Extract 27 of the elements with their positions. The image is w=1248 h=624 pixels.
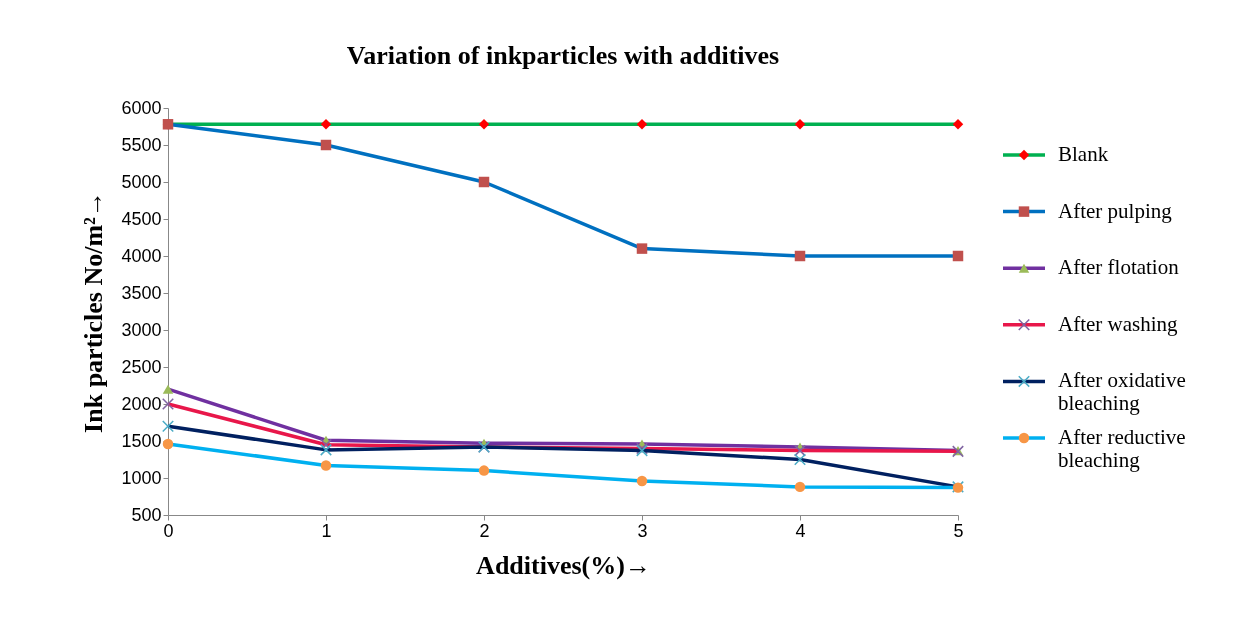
y-tick-label: 3500 (121, 282, 162, 303)
chart-title: Variation of inkparticles with additives (346, 41, 780, 70)
x-axis-title: Additives(%)→ (476, 550, 651, 580)
y-tick-label: 500 (131, 504, 162, 525)
y-tick-label: 1500 (121, 430, 162, 451)
x-tick-label: 0 (163, 520, 174, 541)
y-tick-label: 4500 (121, 208, 162, 229)
y-tick-label: 5000 (121, 171, 162, 192)
legend-label: After oxidative bleaching (1058, 368, 1186, 416)
y-tick-label: 6000 (121, 97, 162, 118)
x-tick-label: 2 (479, 520, 490, 541)
y-tick-label: 3000 (121, 319, 162, 340)
y-tick-label: 1000 (121, 467, 162, 488)
y-tick-label: 2500 (121, 356, 162, 377)
y-tick-label: 5500 (121, 134, 162, 155)
legend-label: After washing (1058, 311, 1179, 336)
x-tick-label: 4 (795, 520, 806, 541)
legend-label: After reductive bleaching (1058, 425, 1186, 472)
y-tick-label: 2000 (121, 393, 162, 414)
legend-label: After flotation (1058, 255, 1180, 280)
y-tick-label: 4000 (121, 245, 162, 266)
x-tick-label: 5 (953, 520, 964, 541)
x-tick-label: 1 (321, 520, 332, 541)
legend-label: After pulping (1058, 198, 1173, 223)
legend-label: Blank (1058, 142, 1109, 166)
y-axis-title: Ink particles No/m²→ (79, 191, 109, 433)
x-tick-label: 3 (637, 520, 648, 541)
